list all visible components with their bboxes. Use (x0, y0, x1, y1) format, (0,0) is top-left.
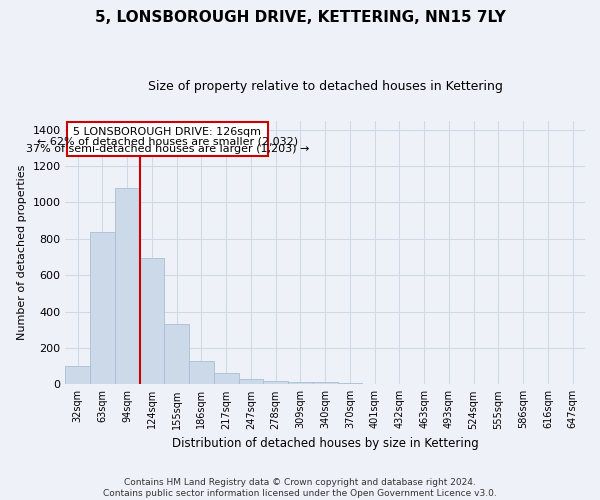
Bar (65, 366, 90, 384)
Bar (313, 382, 338, 384)
Bar (164, 324, 189, 384)
Title: Size of property relative to detached houses in Kettering: Size of property relative to detached ho… (148, 80, 503, 93)
Bar (67, 122, 268, 156)
Bar (214, 374, 239, 384)
Text: 37% of semi-detached houses are larger (1,203) →: 37% of semi-detached houses are larger (… (26, 144, 309, 154)
Text: 5, LONSBOROUGH DRIVE, KETTERING, NN15 7LY: 5, LONSBOROUGH DRIVE, KETTERING, NN15 7L… (95, 10, 505, 25)
Text: ← 62% of detached houses are smaller (2,032): ← 62% of detached houses are smaller (2,… (37, 136, 298, 146)
Text: Contains HM Land Registry data © Crown copyright and database right 2024.
Contai: Contains HM Land Registry data © Crown c… (103, 478, 497, 498)
Bar (288, 382, 313, 384)
Bar (115, 188, 140, 384)
Bar (140, 258, 164, 384)
Bar (239, 379, 263, 384)
Bar (263, 380, 288, 384)
Bar (189, 360, 214, 384)
Bar (90, 232, 115, 384)
X-axis label: Distribution of detached houses by size in Kettering: Distribution of detached houses by size … (172, 437, 479, 450)
Text: 5 LONSBOROUGH DRIVE: 126sqm: 5 LONSBOROUGH DRIVE: 126sqm (73, 128, 262, 138)
Y-axis label: Number of detached properties: Number of detached properties (17, 164, 27, 340)
